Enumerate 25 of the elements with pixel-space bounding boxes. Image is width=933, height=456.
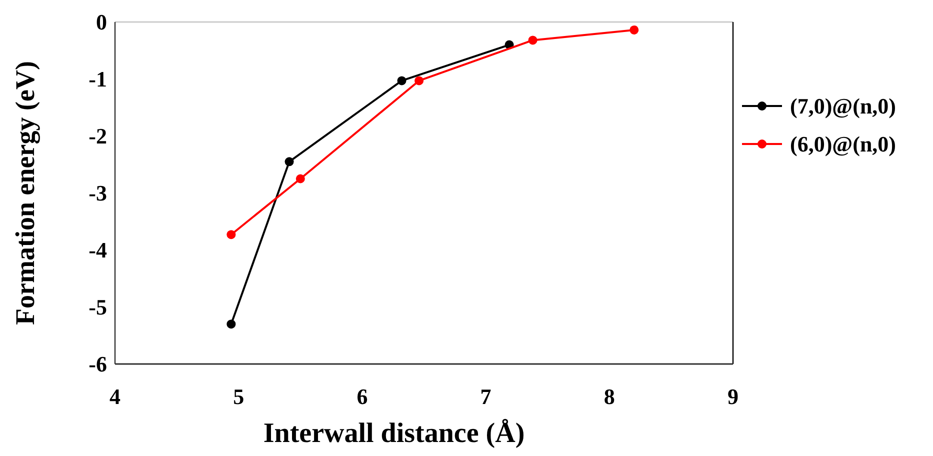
x-tick-label: 5 xyxy=(233,384,244,409)
x-tick-label: 8 xyxy=(604,384,615,409)
point xyxy=(226,320,236,329)
x-axis-title: Interwall distance (Å) xyxy=(263,418,525,449)
y-tick-label: 0 xyxy=(96,10,107,35)
point xyxy=(528,36,538,45)
point xyxy=(284,157,294,166)
point xyxy=(414,76,424,86)
y-tick-label: -5 xyxy=(88,294,107,320)
y-tick-label: -6 xyxy=(88,352,107,377)
y-tick-label: -1 xyxy=(88,66,107,92)
x-tick-label: 7 xyxy=(480,384,492,409)
y-tick-label: -2 xyxy=(88,124,107,149)
legend-label: (7,0)@(n,0) xyxy=(790,94,896,119)
x-tick-label: 4 xyxy=(110,384,120,409)
x-tick-label: 6 xyxy=(356,384,368,409)
point xyxy=(630,25,639,34)
x-tick-label: 9 xyxy=(728,384,738,409)
y-tick-label: -4 xyxy=(88,238,107,263)
point xyxy=(296,174,305,184)
legend-label: (6,0)@(n,0) xyxy=(790,132,896,157)
point xyxy=(226,230,236,240)
y-axis-title: Formation energy (eV) xyxy=(10,61,40,325)
y-tick-label: -3 xyxy=(88,180,107,206)
point xyxy=(397,76,406,86)
